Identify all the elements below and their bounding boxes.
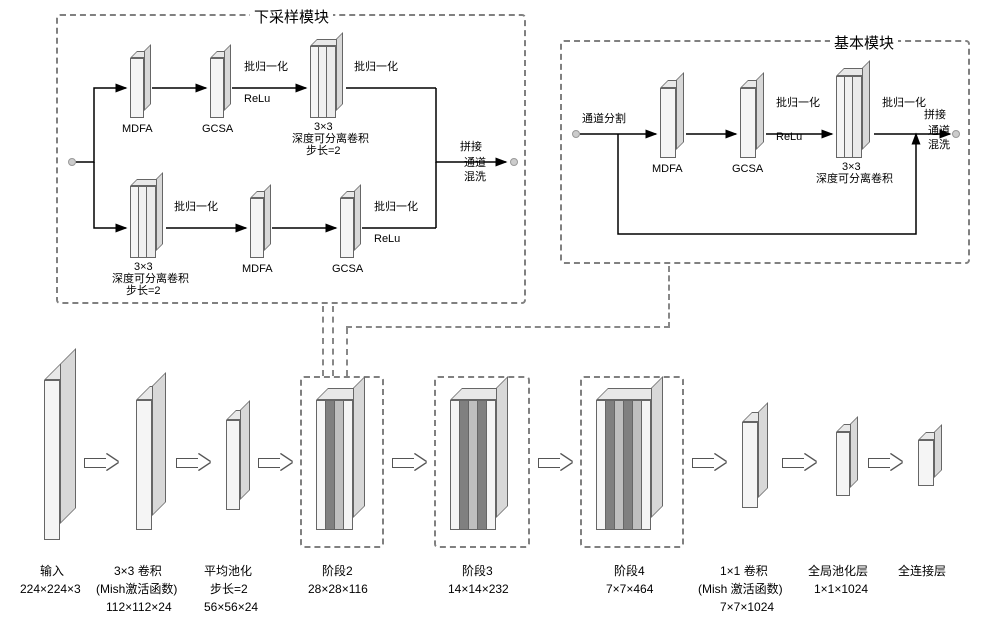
pipe-fc-name: 全连接层 <box>898 564 946 580</box>
dash-to-ds-1 <box>322 306 324 376</box>
dash-to-bm <box>346 328 348 376</box>
pipe-conv5-name: 1×1 卷积 <box>720 564 768 580</box>
pipe-pool-stride: 步长=2 <box>210 582 248 598</box>
pipe-input-shape: 224×224×3 <box>20 582 81 598</box>
pipe-conv1-name: 3×3 卷积 <box>114 564 162 580</box>
pipe-stage3-name: 阶段3 <box>462 564 493 580</box>
pipe-stage4-name: 阶段4 <box>614 564 645 580</box>
pipe-pool-name: 平均池化 <box>204 564 252 580</box>
pipe-conv1-shape: 112×112×24 <box>106 600 172 616</box>
ds-connectors <box>56 14 526 304</box>
fa7 <box>782 454 818 470</box>
pipe-conv5-shape: 7×7×1024 <box>720 600 774 616</box>
fa3 <box>258 454 294 470</box>
pipe-stage2-name: 阶段2 <box>322 564 353 580</box>
fa5 <box>538 454 574 470</box>
bm-connectors <box>560 40 970 264</box>
pipe-conv5-act: (Mish 激活函数) <box>698 582 783 598</box>
pipe-stage3-shape: 14×14×232 <box>448 582 509 598</box>
pipe-input-name: 输入 <box>40 564 64 580</box>
dash-to-ds-2 <box>332 306 334 376</box>
pipe-conv1-act: (Mish激活函数) <box>96 582 177 598</box>
pipe-pool-shape: 56×56×24 <box>204 600 258 616</box>
pipe-gpool-shape: 1×1×1024 <box>814 582 868 598</box>
pipe-stage4-shape: 7×7×464 <box>606 582 653 598</box>
fa2 <box>176 454 212 470</box>
pipe-stage2-shape: 28×28×116 <box>308 582 368 598</box>
fa8 <box>868 454 904 470</box>
dash-to-bm-v <box>668 266 670 328</box>
fa6 <box>692 454 728 470</box>
fa1 <box>84 454 120 470</box>
pipe-gpool-name: 全局池化层 <box>808 564 868 580</box>
dash-to-bm-h <box>346 326 670 328</box>
fa4 <box>392 454 428 470</box>
